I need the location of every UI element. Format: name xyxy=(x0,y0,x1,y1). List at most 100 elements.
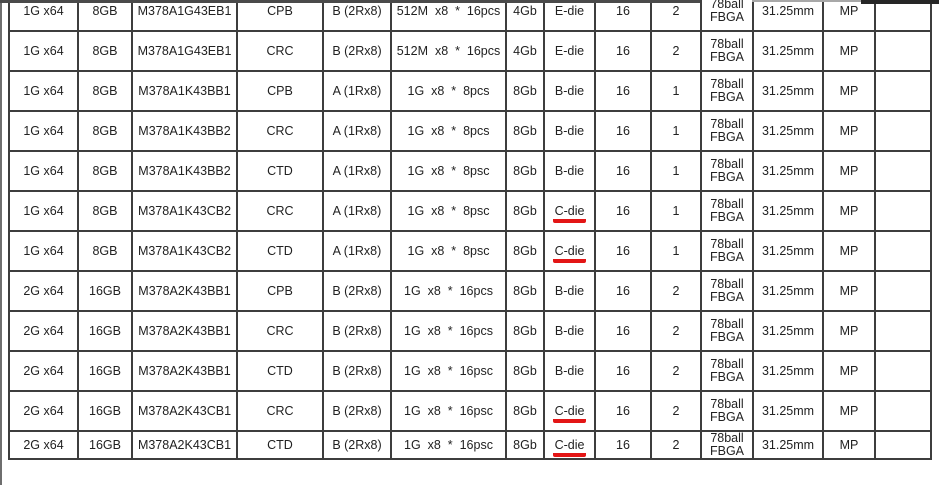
cell-die-revision: B-die xyxy=(543,150,596,192)
cell-production-status: MP xyxy=(822,270,876,312)
cell-package: 78ball FBGA xyxy=(700,430,754,460)
cell-rank-organization: B (2Rx8) xyxy=(322,390,392,432)
cell-rank-count: 2 xyxy=(650,390,702,432)
cell-production-status: MP xyxy=(822,0,876,32)
cell-remark-empty xyxy=(874,110,932,152)
cell-part-number: M378A2K43BB1 xyxy=(131,270,238,312)
cell-rank-organization: B (2Rx8) xyxy=(322,270,392,312)
cell-rank-count: 2 xyxy=(650,310,702,352)
table-row: 2G x64 16GB M378A2K43BB1 CTD B (2Rx8) 1G… xyxy=(8,350,932,392)
cell-bank-count: 16 xyxy=(594,430,652,460)
cell-remark-empty xyxy=(874,190,932,232)
cell-module-density: 8GB xyxy=(77,30,133,72)
die-label: C-die xyxy=(552,438,587,457)
cell-version: CTD xyxy=(236,350,324,392)
package-line-1: 78ball xyxy=(710,0,744,11)
package-line-1: 78ball xyxy=(710,157,744,171)
cell-organization: 1G x64 xyxy=(8,70,79,112)
cell-component-composition: 1G x8 * 8pcs xyxy=(390,70,507,112)
cell-version: CTD xyxy=(236,430,324,460)
die-label: B-die xyxy=(554,84,585,98)
package-line-2: FBGA xyxy=(709,130,745,144)
package-line-2: FBGA xyxy=(709,210,745,224)
package-line-2: FBGA xyxy=(709,10,745,24)
cell-organization: 1G x64 xyxy=(8,150,79,192)
cell-production-status: MP xyxy=(822,310,876,352)
cell-component-composition: 1G x8 * 8psc xyxy=(390,230,507,272)
cell-component-density: 8Gb xyxy=(505,310,545,352)
memory-part-table-region: 1G x64 8GB M378A1G43EB1 CPB B (2Rx8) 512… xyxy=(8,0,932,501)
cell-bank-count: 16 xyxy=(594,30,652,72)
die-label: B-die xyxy=(554,164,585,178)
cell-module-height: 31.25mm xyxy=(752,270,824,312)
cell-part-number: M378A2K43BB1 xyxy=(131,350,238,392)
die-label: E-die xyxy=(554,4,585,18)
package-line-1: 78ball xyxy=(710,117,744,131)
cell-die-revision: B-die xyxy=(543,70,596,112)
cell-module-height: 31.25mm xyxy=(752,390,824,432)
cell-version: CPB xyxy=(236,270,324,312)
cropped-top-border xyxy=(0,0,700,3)
table-row: 1G x64 8GB M378A1K43BB2 CRC A (1Rx8) 1G … xyxy=(8,110,932,152)
cell-component-density: 8Gb xyxy=(505,190,545,232)
cell-package: 78ball FBGA xyxy=(700,110,754,152)
cell-part-number: M378A2K43CB1 xyxy=(131,430,238,460)
cell-rank-count: 2 xyxy=(650,270,702,312)
cell-rank-count: 1 xyxy=(650,70,702,112)
cell-package: 78ball FBGA xyxy=(700,0,754,32)
cell-package: 78ball FBGA xyxy=(700,270,754,312)
cell-rank-organization: A (1Rx8) xyxy=(322,150,392,192)
cell-part-number: M378A1K43BB2 xyxy=(131,110,238,152)
cell-bank-count: 16 xyxy=(594,270,652,312)
cell-module-height: 31.25mm xyxy=(752,0,824,32)
cell-bank-count: 16 xyxy=(594,310,652,352)
cell-module-height: 31.25mm xyxy=(752,110,824,152)
package-line-2: FBGA xyxy=(709,170,745,184)
cell-component-composition: 1G x8 * 16psc xyxy=(390,350,507,392)
cell-version: CRC xyxy=(236,310,324,352)
package-line-1: 78ball xyxy=(710,77,744,91)
cell-component-composition: 1G x8 * 16pcs xyxy=(390,310,507,352)
cell-component-density: 4Gb xyxy=(505,30,545,72)
package-line-2: FBGA xyxy=(709,370,745,384)
cell-part-number: M378A1K43CB2 xyxy=(131,230,238,272)
cell-version: CRC xyxy=(236,30,324,72)
cell-component-composition: 512M x8 * 16pcs xyxy=(390,30,507,72)
cell-component-density: 8Gb xyxy=(505,350,545,392)
cropped-left-rule xyxy=(0,0,2,485)
table-row: 2G x64 16GB M378A2K43CB1 CRC B (2Rx8) 1G… xyxy=(8,390,932,432)
cell-remark-empty xyxy=(874,150,932,192)
cell-component-density: 8Gb xyxy=(505,150,545,192)
cell-module-density: 8GB xyxy=(77,70,133,112)
cell-module-height: 31.25mm xyxy=(752,190,824,232)
cell-die-revision: B-die xyxy=(543,310,596,352)
cell-part-number: M378A1G43EB1 xyxy=(131,30,238,72)
cell-organization: 2G x64 xyxy=(8,350,79,392)
package-line-1: 78ball xyxy=(710,431,744,445)
package-line-2: FBGA xyxy=(709,250,745,264)
cell-die-revision: E-die xyxy=(543,30,596,72)
package-line-1: 78ball xyxy=(710,197,744,211)
cell-module-density: 16GB xyxy=(77,270,133,312)
cell-version: CRC xyxy=(236,110,324,152)
cell-rank-count: 1 xyxy=(650,150,702,192)
table-row: 2G x64 16GB M378A2K43BB1 CPB B (2Rx8) 1G… xyxy=(8,270,932,312)
cell-module-density: 8GB xyxy=(77,230,133,272)
die-label: B-die xyxy=(554,324,585,338)
package-line-1: 78ball xyxy=(710,277,744,291)
cell-rank-count: 2 xyxy=(650,430,702,460)
cell-module-density: 8GB xyxy=(77,0,133,32)
table-row: 1G x64 8GB M378A1K43CB2 CTD A (1Rx8) 1G … xyxy=(8,230,932,272)
cell-bank-count: 16 xyxy=(594,0,652,32)
die-label: B-die xyxy=(554,364,585,378)
cell-organization: 1G x64 xyxy=(8,110,79,152)
cell-version: CPB xyxy=(236,70,324,112)
cell-component-density: 8Gb xyxy=(505,270,545,312)
cell-component-density: 8Gb xyxy=(505,430,545,460)
cell-component-composition: 1G x8 * 16psc xyxy=(390,390,507,432)
cell-package: 78ball FBGA xyxy=(700,70,754,112)
cell-module-height: 31.25mm xyxy=(752,430,824,460)
cell-component-composition: 1G x8 * 8psc xyxy=(390,150,507,192)
cell-production-status: MP xyxy=(822,430,876,460)
